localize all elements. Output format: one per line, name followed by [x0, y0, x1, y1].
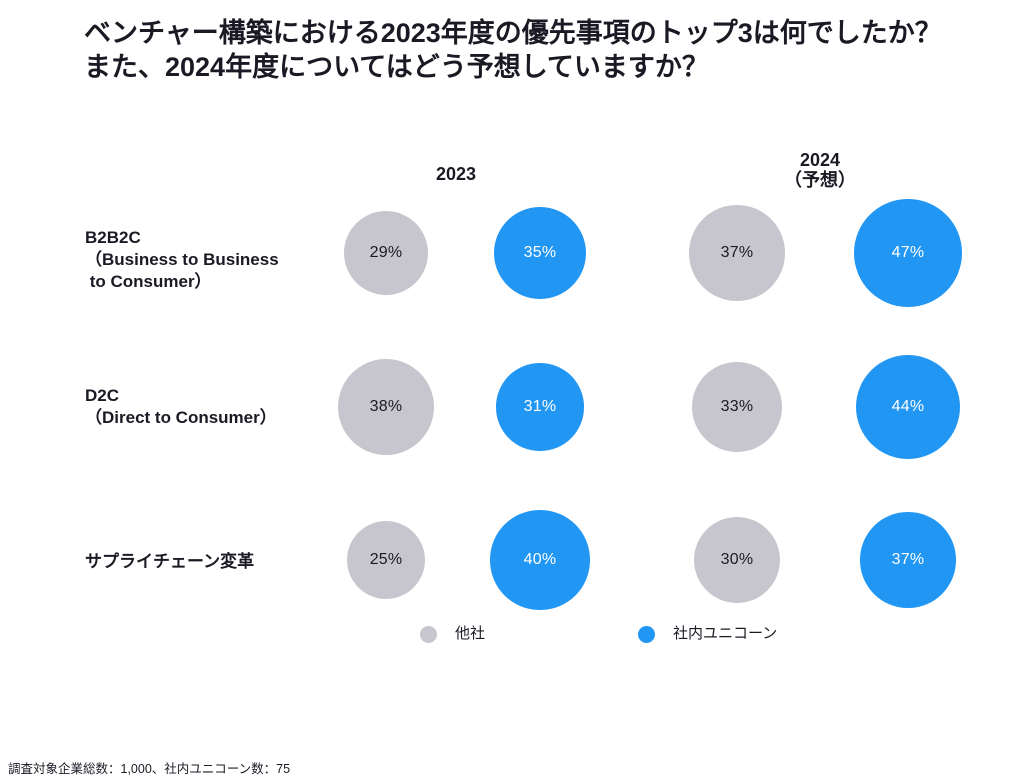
bubble-b2b2c-2024-other: 37% — [689, 205, 785, 301]
column-header-2023-label: 2023 — [435, 164, 477, 184]
bubble-d2c-2024-unicorn: 44% — [855, 354, 961, 460]
legend-item-other: 他社 — [420, 625, 485, 643]
column-header-2024: 2024 （予想） — [784, 150, 856, 190]
page-title-line-1: ベンチャー構築における2023年度の優先事項のトップ3は何でしたか？ — [84, 18, 942, 48]
bubble-supply-chain-2024-unicorn: 37% — [860, 512, 956, 608]
row-label-supply-chain: サプライチェーン変革 — [85, 552, 255, 571]
row-label-b2b2c: B2B2C （Business to Business to Consumer） — [85, 228, 279, 291]
bubble-supply-chain-2023-other: 25% — [346, 520, 426, 600]
column-header-2024-label: 2024 — [799, 150, 841, 170]
bubble-b2b2c-2024-unicorn: 47% — [854, 199, 962, 307]
row-label-d2c: D2C （Direct to Consumer） — [85, 386, 277, 427]
page-title: ベンチャー構築における2023年度の優先事項のトップ3は何でしたか？ また、20… — [84, 16, 1004, 84]
legend-unicorn-circle-icon — [638, 625, 655, 643]
column-header-2024-sublabel: （予想） — [784, 170, 856, 190]
bubble-d2c-2023-other: 38% — [337, 358, 435, 456]
legend-label-unicorn: 社内ユニコーン — [673, 625, 778, 642]
legend-item-unicorn: 社内ユニコーン — [638, 625, 777, 643]
page-title-line-2: また、2024年度についてはどう予想していますか？ — [84, 52, 709, 82]
bubble-b2b2c-2023-other: 29% — [343, 210, 429, 296]
bubble-d2c-2023-unicorn: 31% — [496, 363, 584, 451]
legend-other-circle-icon — [420, 625, 437, 643]
footnote: 調査対象企業総数：1,000、社内ユニコーン数：75 — [8, 762, 291, 776]
bubble-b2b2c-2023-unicorn: 35% — [493, 206, 587, 300]
legend-label-other: 他社 — [455, 625, 486, 642]
bubble-d2c-2024-other: 33% — [691, 361, 783, 453]
bubble-supply-chain-2024-other: 30% — [694, 517, 780, 603]
column-header-2023: 2023 — [436, 164, 476, 184]
bubble-supply-chain-2023-unicorn: 40% — [490, 510, 590, 610]
